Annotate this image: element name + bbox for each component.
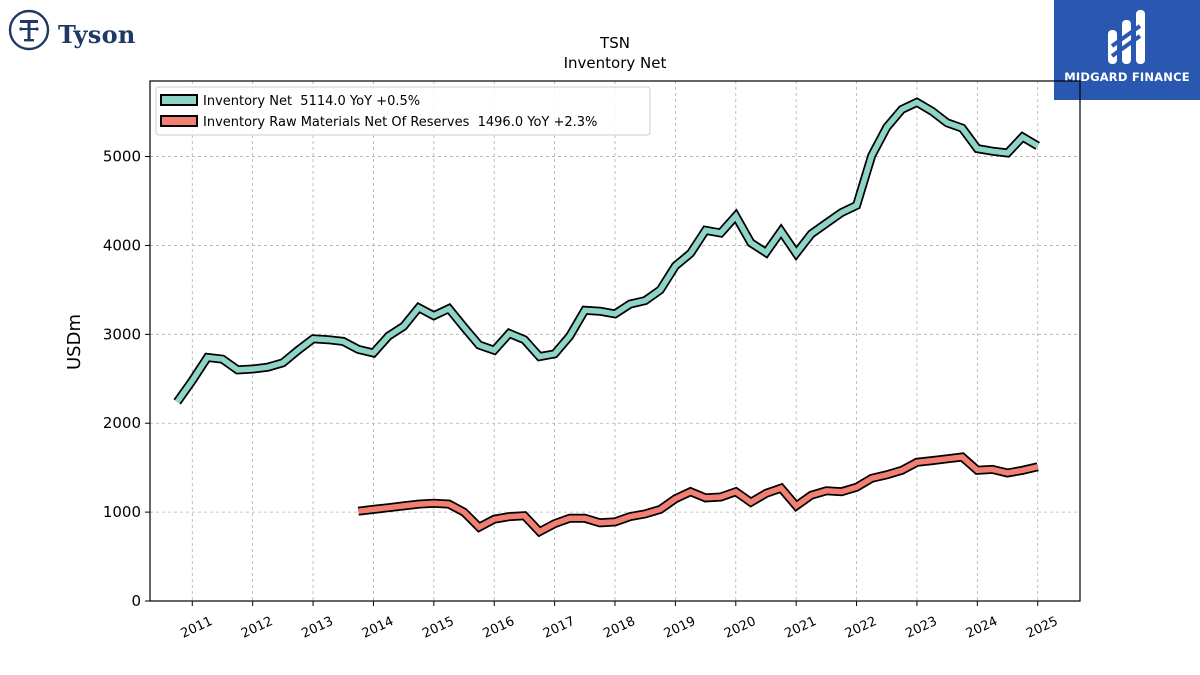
x-tick-label: 2025 [1024, 614, 1060, 642]
legend-box [155, 86, 651, 136]
chart-title: TSN [599, 34, 630, 52]
y-tick-label: 3000 [103, 325, 141, 343]
chart-legend: Inventory Net 5114.0 YoY +0.5% Inventory … [155, 86, 651, 136]
tyson-wordmark: Tyson [58, 20, 136, 49]
series-2-line [357, 452, 1039, 538]
y-tick-label: 2000 [103, 414, 141, 432]
y-tick-label: 4000 [103, 236, 141, 254]
x-tick-label: 2024 [964, 614, 1000, 642]
x-tick-label: 2011 [179, 614, 215, 642]
tyson-logo: Tyson [8, 6, 138, 54]
series-outline [173, 97, 1040, 405]
series-1-line [173, 97, 1040, 405]
y-axis-label: USDm [64, 314, 85, 370]
x-tick-label: 2017 [541, 614, 577, 642]
legend-entry-label: Inventory Raw Materials Net Of Reserves … [203, 115, 597, 130]
x-tick-label: 2022 [843, 614, 879, 642]
legend-swatch [160, 94, 198, 106]
x-tick-label: 2014 [360, 614, 396, 642]
y-tick-label: 5000 [103, 148, 141, 166]
midgard-emblem-icon [1108, 10, 1145, 64]
x-tick-label: 2016 [481, 614, 517, 642]
x-tick-label: 2013 [299, 614, 335, 642]
partner-name: MIDGARD FINANCE [1064, 70, 1190, 84]
x-tick-label: 2021 [783, 614, 819, 642]
x-tick-label: 2020 [722, 614, 758, 642]
x-tick-label: 2019 [662, 614, 698, 642]
x-tick-label: 2015 [420, 614, 456, 642]
series-core [357, 454, 1039, 536]
series-core [174, 99, 1040, 404]
x-tick-label: 2018 [601, 614, 637, 642]
y-tick-label: 0 [131, 592, 141, 610]
midgard-finance-logo: MIDGARD FINANCE [1054, 0, 1200, 100]
plot-frame [149, 80, 1081, 602]
legend-swatch [160, 115, 198, 127]
tyson-emblem-icon [8, 9, 50, 51]
legend-entry-label: Inventory Net 5114.0 YoY +0.5% [203, 94, 420, 109]
x-tick-label: 2012 [239, 614, 275, 642]
y-tick-label: 1000 [103, 503, 141, 521]
x-tick-label: 2023 [903, 614, 939, 642]
chart-subtitle: Inventory Net [564, 54, 667, 72]
